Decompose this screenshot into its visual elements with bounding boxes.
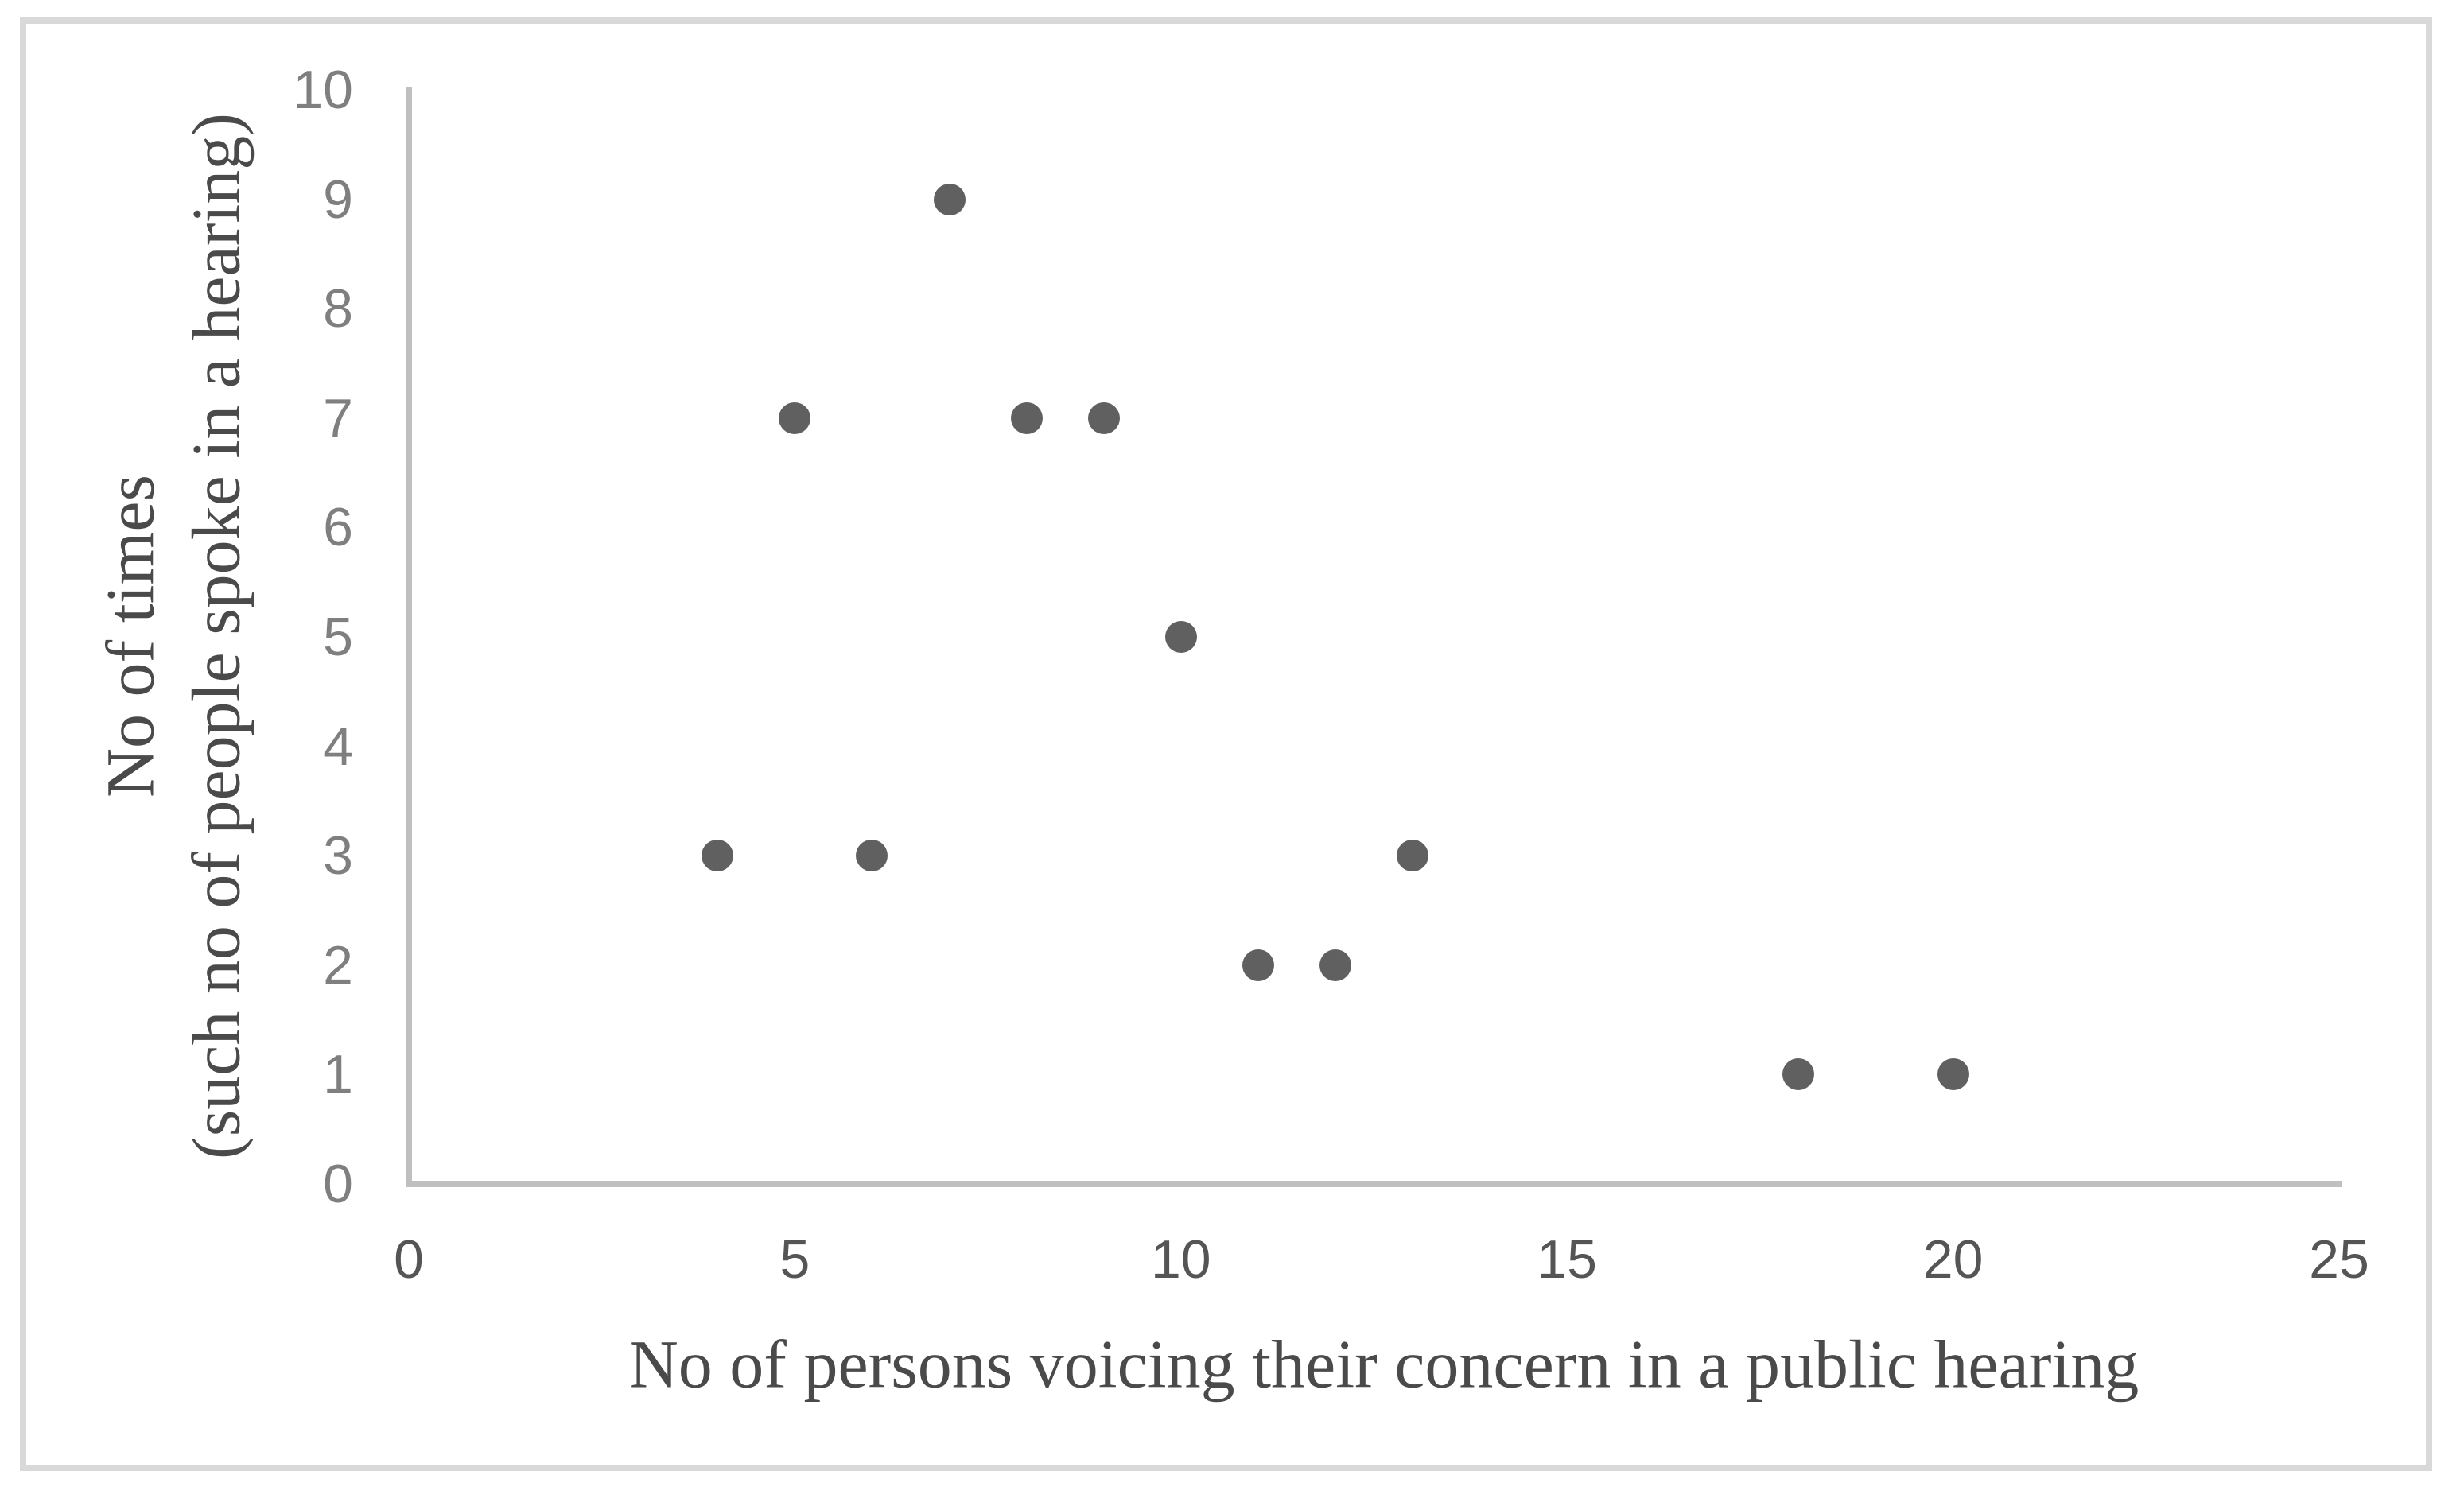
data-point — [1010, 402, 1043, 434]
data-point — [1937, 1058, 1969, 1091]
y-axis-title: No of times (such no of people spoke in … — [88, 113, 259, 1159]
data-point — [1087, 402, 1120, 434]
data-point — [1782, 1058, 1815, 1091]
y-tick-label: 5 — [323, 607, 353, 667]
y-tick-label: 7 — [323, 387, 353, 448]
x-tick-label: 25 — [2309, 1229, 2369, 1290]
y-tick-label: 6 — [323, 497, 353, 558]
y-tick-label: 3 — [323, 825, 353, 887]
x-axis-line — [406, 1181, 2342, 1187]
y-tick-label: 10 — [293, 60, 353, 120]
y-tick-label: 0 — [323, 1154, 353, 1214]
x-tick-label: 10 — [1150, 1229, 1211, 1290]
data-point — [779, 402, 811, 434]
x-axis-title: No of persons voicing their concern in a… — [628, 1325, 2139, 1403]
y-tick-label: 9 — [323, 169, 353, 230]
y-axis-title-line-1: No of times — [91, 474, 169, 798]
y-axis-title-line-2: (such no of people spoke in a hearing) — [177, 113, 254, 1159]
data-point — [933, 183, 966, 215]
x-tick-label: 0 — [394, 1229, 424, 1290]
chart-frame — [20, 17, 2432, 1471]
x-tick-label: 5 — [779, 1229, 810, 1290]
x-tick-label: 20 — [1922, 1229, 1984, 1290]
y-tick-label: 4 — [323, 716, 353, 777]
x-tick-label: 15 — [1537, 1229, 1598, 1290]
y-axis-line — [406, 87, 412, 1187]
y-tick-label: 2 — [323, 934, 353, 996]
data-point — [856, 840, 888, 872]
data-point — [1319, 949, 1351, 981]
data-point — [1397, 840, 1429, 872]
data-point — [702, 840, 734, 872]
data-point — [1242, 949, 1274, 981]
y-tick-label: 8 — [323, 278, 353, 340]
data-point — [1164, 621, 1197, 653]
y-tick-label: 1 — [323, 1044, 353, 1105]
